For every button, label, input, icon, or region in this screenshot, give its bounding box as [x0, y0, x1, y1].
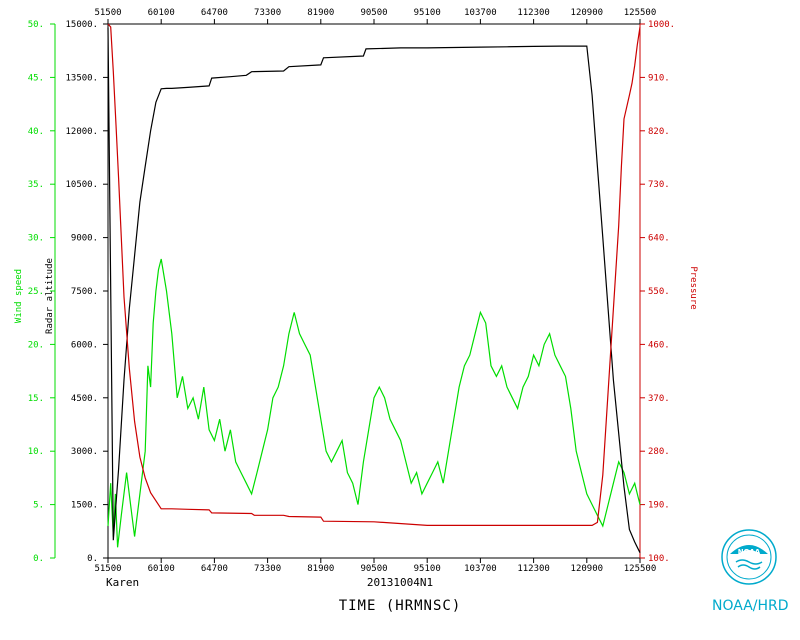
pressure-tick-label: 190.: [648, 501, 670, 511]
wind-tick-label: 45.: [28, 73, 44, 83]
wind-tick-label: 50.: [28, 20, 44, 30]
pressure-tick-label: 820.: [648, 127, 670, 137]
pressure-series-line: [107, 23, 641, 527]
x-tick-label-bottom: 81900: [307, 564, 334, 574]
x-tick-label-top: 90500: [360, 8, 387, 18]
x-tick-label-bottom: 51500: [94, 564, 121, 574]
wind-tick-label: 25.: [28, 287, 44, 297]
x-tick-label-top: 51500: [94, 8, 121, 18]
wind-tick-label: 35.: [28, 180, 44, 190]
altitude-tick-label: 3000.: [71, 447, 98, 457]
altitude-tick-label: 12000.: [65, 127, 98, 137]
x-tick-label-bottom: 64700: [201, 564, 228, 574]
x-tick-label-bottom: 120900: [571, 564, 604, 574]
altitude-tick-label: 15000.: [65, 20, 98, 30]
x-tick-label-bottom: 60100: [148, 564, 175, 574]
wind-tick-label: 30.: [28, 234, 44, 244]
x-tick-label-top: 73300: [254, 8, 281, 18]
storm-name: Karen: [106, 576, 140, 589]
altitude-tick-label: 13500.: [65, 73, 98, 83]
pressure-tick-label: 640.: [648, 234, 670, 244]
x-tick-label-top: 81900: [307, 8, 334, 18]
wind-tick-label: 40.: [28, 127, 44, 137]
wind-tick-label: 0.: [33, 554, 44, 564]
x-tick-label-top: 95100: [414, 8, 441, 18]
noaa-hrd-label: NOAA/HRD: [712, 598, 789, 614]
pressure-tick-label: 910.: [648, 73, 670, 83]
altitude-tick-label: 9000.: [71, 234, 98, 244]
x-tick-label-bottom: 112300: [517, 564, 550, 574]
altitude-tick-label: 4500.: [71, 394, 98, 404]
pressure-tick-label: 550.: [648, 287, 670, 297]
pressure-tick-label: 280.: [648, 447, 670, 457]
x-tick-label-bottom: 95100: [414, 564, 441, 574]
x-tick-label-top: 112300: [517, 8, 550, 18]
x-tick-label-top: 103700: [464, 8, 497, 18]
flight-id: 20131004N1: [366, 576, 434, 589]
wind-tick-label: 10.: [28, 447, 44, 457]
plot-frame: [107, 23, 641, 559]
wind-axis-title: Wind speed: [14, 269, 24, 323]
pressure-tick-label: 100.: [648, 554, 670, 564]
altitude-series-line: [107, 27, 641, 553]
altitude-tick-label: 0.: [87, 554, 98, 564]
x-tick-label-bottom: 90500: [360, 564, 387, 574]
altitude-tick-label: 10500.: [65, 180, 98, 190]
x-tick-label-top: 120900: [571, 8, 604, 18]
x-tick-label-bottom: 103700: [464, 564, 497, 574]
x-tick-label-top: 60100: [148, 8, 175, 18]
pressure-tick-label: 370.: [648, 394, 670, 404]
altitude-tick-label: 1500.: [71, 501, 98, 511]
x-axis-title: TIME (HRMNSC): [338, 598, 462, 614]
logo-text: NOAA: [738, 548, 761, 556]
wind-tick-label: 15.: [28, 394, 44, 404]
pressure-tick-label: 460.: [648, 340, 670, 350]
altitude-axis-title: Radar altitude: [45, 258, 55, 334]
wind-tick-label: 5.: [33, 501, 44, 511]
wind-tick-label: 20.: [28, 340, 44, 350]
wind-series-line: [107, 258, 641, 548]
pressure-tick-label: 730.: [648, 180, 670, 190]
x-tick-label-bottom: 73300: [254, 564, 281, 574]
pressure-tick-label: 1000.: [648, 20, 675, 30]
pressure-axis-title: Pressure: [688, 266, 698, 309]
altitude-tick-label: 7500.: [71, 287, 98, 297]
x-tick-label-bottom: 125500: [624, 564, 657, 574]
x-tick-label-top: 64700: [201, 8, 228, 18]
x-tick-label-top: 125500: [624, 8, 657, 18]
noaa-logo-icon: NOAA: [721, 529, 777, 585]
altitude-tick-label: 6000.: [71, 340, 98, 350]
